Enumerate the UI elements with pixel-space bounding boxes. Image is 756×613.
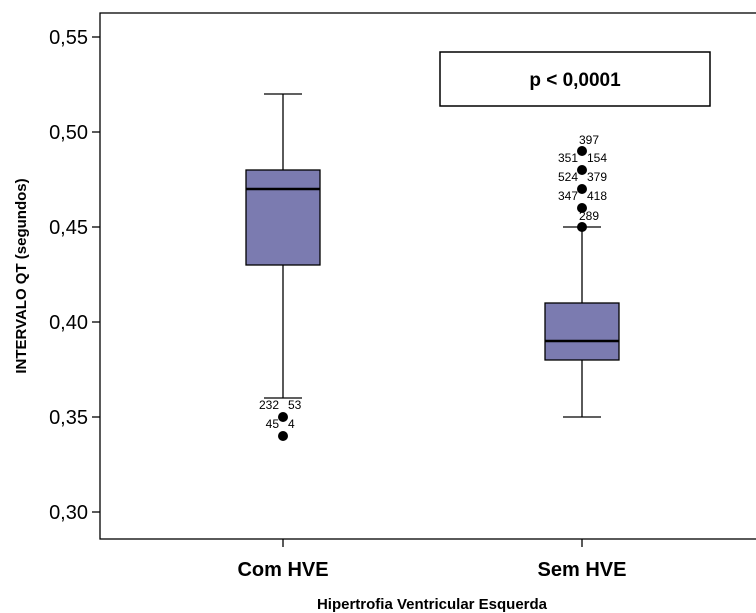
x-axis-title: Hipertrofia Ventricular Esquerda: [317, 596, 548, 613]
y-tick-label: 0,45: [49, 217, 88, 239]
outlier-point: [577, 222, 587, 232]
annotation-box: [439, 51, 711, 107]
outlier-label: 418: [587, 189, 607, 203]
outlier-point: [577, 184, 587, 194]
outlier-label: 397: [579, 133, 599, 147]
outlier-label: 154: [587, 151, 607, 165]
y-tick-label: 0,55: [49, 27, 88, 49]
y-tick-label: 0,40: [49, 312, 88, 334]
outlier-label: 232: [259, 398, 279, 412]
outlier-label: 4: [288, 417, 295, 431]
outlier-label: 53: [288, 398, 302, 412]
y-axis: 0,30 0,35 0,40 0,45 0,50 0,55: [49, 27, 100, 524]
outlier-label: 351: [558, 151, 578, 165]
y-axis-title: INTERVALO QT (segundos): [13, 178, 30, 373]
iqr-box: [544, 302, 620, 361]
outlier-point: [278, 412, 288, 422]
outlier-label: 379: [587, 170, 607, 184]
p-value-annotation: p < 0,0001: [439, 51, 711, 107]
outlier-label: 347: [558, 189, 578, 203]
y-tick-label: 0,50: [49, 122, 88, 144]
y-tick-label: 0,35: [49, 407, 88, 429]
annotation-text: p < 0,0001: [529, 70, 621, 91]
x-tick-label: Com HVE: [237, 559, 328, 581]
outlier-label: 45: [266, 417, 280, 431]
y-tick-label: 0,30: [49, 502, 88, 524]
outlier-label: 524: [558, 170, 578, 184]
outlier-point: [577, 146, 587, 156]
outlier-point: [577, 203, 587, 213]
iqr-box: [245, 169, 321, 266]
outlier-point: [278, 431, 288, 441]
x-axis: Com HVE Sem HVE: [237, 539, 626, 581]
outlier-point: [577, 165, 587, 175]
box-group: 232 53 45 4: [245, 93, 321, 441]
outlier-label: 289: [579, 209, 599, 223]
x-tick-label: Sem HVE: [538, 559, 627, 581]
